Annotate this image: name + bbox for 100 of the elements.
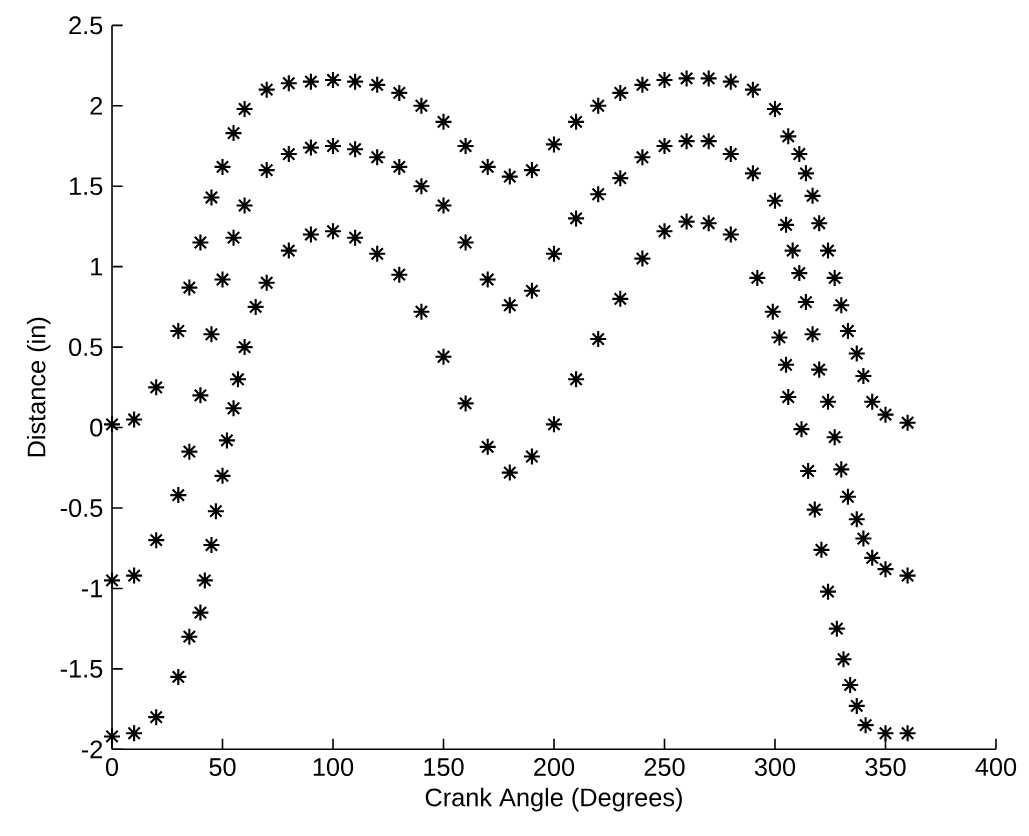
point	[544, 415, 564, 434]
point	[567, 112, 586, 131]
point	[699, 214, 718, 233]
point	[235, 338, 254, 357]
point	[818, 582, 838, 601]
point	[803, 325, 822, 344]
point	[898, 566, 917, 585]
y-tick-label: 1.5	[70, 177, 103, 196]
y-tick-label: -0.5	[60, 499, 103, 517]
point	[202, 325, 221, 344]
point	[102, 415, 122, 434]
point	[368, 148, 387, 167]
x-tick-label: 400	[975, 758, 1017, 776]
point	[202, 188, 221, 207]
point	[799, 461, 818, 481]
point	[213, 270, 232, 289]
point	[217, 431, 236, 450]
x-tick-label: 50	[209, 758, 236, 776]
y-tick-label: 1	[91, 257, 103, 276]
point	[721, 72, 740, 91]
point	[748, 268, 767, 287]
point	[796, 164, 815, 183]
point	[169, 486, 188, 505]
x-tick-label: 250	[644, 758, 685, 776]
point	[834, 650, 853, 669]
point	[301, 225, 320, 244]
point	[847, 510, 866, 529]
point	[368, 75, 387, 94]
point	[195, 571, 214, 590]
x-axis-title: Crank Angle (Degrees)	[425, 787, 682, 812]
point	[810, 360, 829, 379]
point	[125, 566, 144, 585]
point	[721, 144, 740, 164]
point	[699, 132, 718, 151]
point	[102, 727, 122, 746]
point	[796, 292, 815, 312]
point	[633, 75, 652, 94]
point	[567, 209, 586, 228]
point	[765, 191, 785, 210]
point	[827, 619, 846, 638]
point	[500, 167, 519, 186]
point	[390, 83, 409, 102]
point	[838, 321, 857, 341]
point	[147, 531, 166, 550]
point	[102, 571, 122, 590]
point	[854, 529, 873, 548]
point	[323, 222, 343, 241]
x-tick-label: 0	[105, 758, 119, 776]
point	[611, 83, 630, 102]
point	[390, 157, 409, 176]
point	[763, 302, 782, 321]
point	[191, 386, 210, 405]
point	[825, 428, 844, 447]
point	[478, 437, 497, 456]
point	[876, 405, 895, 424]
point	[213, 157, 232, 176]
point	[346, 72, 365, 91]
point	[224, 124, 243, 143]
point	[346, 140, 365, 159]
y-tick-label: 0.5	[69, 338, 103, 357]
point	[180, 627, 199, 646]
point	[611, 169, 630, 188]
point	[743, 164, 762, 183]
point	[792, 420, 811, 439]
point	[743, 80, 762, 99]
point	[456, 233, 475, 252]
x-tick-label: 200	[534, 758, 575, 776]
point	[770, 328, 789, 347]
point	[818, 392, 838, 411]
y-tick-label: 2.5	[69, 16, 103, 35]
point	[500, 463, 519, 482]
point	[500, 296, 519, 315]
point	[805, 500, 824, 519]
y-axis-title: Distance (in)	[26, 317, 51, 457]
point	[412, 96, 431, 115]
point	[783, 241, 802, 260]
point	[180, 442, 199, 461]
point	[368, 244, 387, 263]
point	[790, 264, 809, 283]
point	[677, 69, 696, 88]
point	[838, 487, 857, 506]
point	[856, 716, 875, 735]
point	[323, 136, 343, 156]
point	[898, 413, 917, 432]
point	[863, 548, 882, 567]
point	[235, 196, 254, 215]
point	[677, 132, 696, 151]
point	[589, 96, 608, 115]
point	[779, 127, 798, 146]
point	[169, 321, 188, 341]
point	[228, 370, 248, 389]
point	[655, 136, 674, 156]
point	[825, 268, 844, 287]
point	[522, 161, 541, 180]
point	[832, 296, 851, 315]
point	[456, 394, 475, 413]
point	[567, 370, 586, 389]
point	[790, 144, 809, 164]
point	[655, 222, 674, 241]
x-tick-label: 150	[424, 758, 464, 776]
